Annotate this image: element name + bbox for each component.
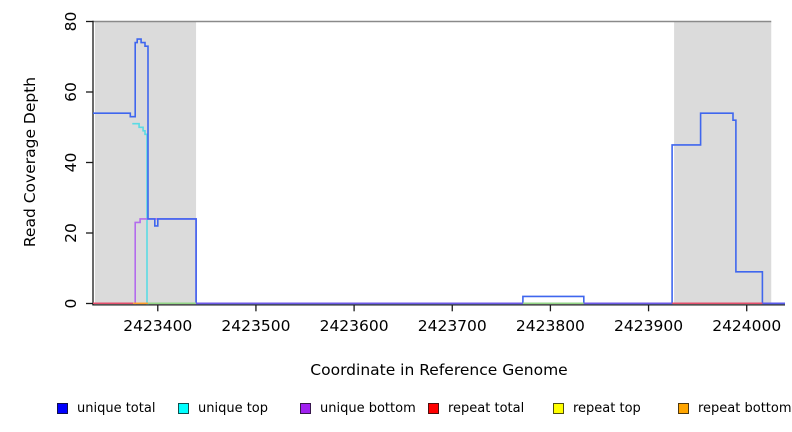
legend-label: unique bottom	[320, 401, 416, 416]
legend-swatch-icon	[553, 403, 564, 414]
legend-swatch-icon	[678, 403, 689, 414]
x-axis-title: Coordinate in Reference Genome	[310, 361, 568, 379]
x-tick-label: 2423400	[123, 317, 192, 335]
legend-item-unique-total: unique total	[57, 401, 155, 416]
repeat-region-highlight	[94, 21, 197, 304]
legend-item-repeat-bottom: repeat bottom	[678, 401, 792, 416]
y-tick-label: 20	[62, 223, 80, 243]
legend-swatch-icon	[57, 403, 68, 414]
legend-item-repeat-top: repeat top	[553, 401, 641, 416]
legend-label: repeat bottom	[698, 401, 792, 416]
legend-label: unique total	[77, 401, 156, 416]
y-tick-label: 60	[62, 82, 80, 102]
legend-swatch-icon	[428, 403, 439, 414]
legend-swatch-icon	[178, 403, 189, 414]
legend-label: unique top	[198, 401, 269, 416]
x-tick-label: 2423900	[614, 317, 683, 335]
legend-item-repeat-total: repeat total	[428, 401, 524, 416]
x-tick-label: 2423700	[418, 317, 487, 335]
legend-item-unique-top: unique top	[178, 401, 268, 416]
legend-swatch-icon	[300, 403, 311, 414]
x-tick-label: 2423500	[221, 317, 290, 335]
x-tick-label: 2423600	[320, 317, 389, 335]
x-tick-label: 2423800	[516, 317, 585, 335]
y-tick-label: 0	[62, 299, 80, 309]
y-tick-label: 80	[62, 12, 80, 32]
y-axis-title: Read Coverage Depth	[21, 76, 39, 248]
series-unique-total	[93, 38, 785, 305]
x-tick-label: 2424000	[712, 317, 781, 335]
repeat-region-highlight	[674, 21, 772, 304]
legend-label: repeat total	[448, 401, 525, 416]
legend-item-unique-bottom: unique bottom	[300, 401, 416, 416]
y-tick-label: 40	[62, 153, 80, 173]
legend-label: repeat top	[573, 401, 641, 416]
